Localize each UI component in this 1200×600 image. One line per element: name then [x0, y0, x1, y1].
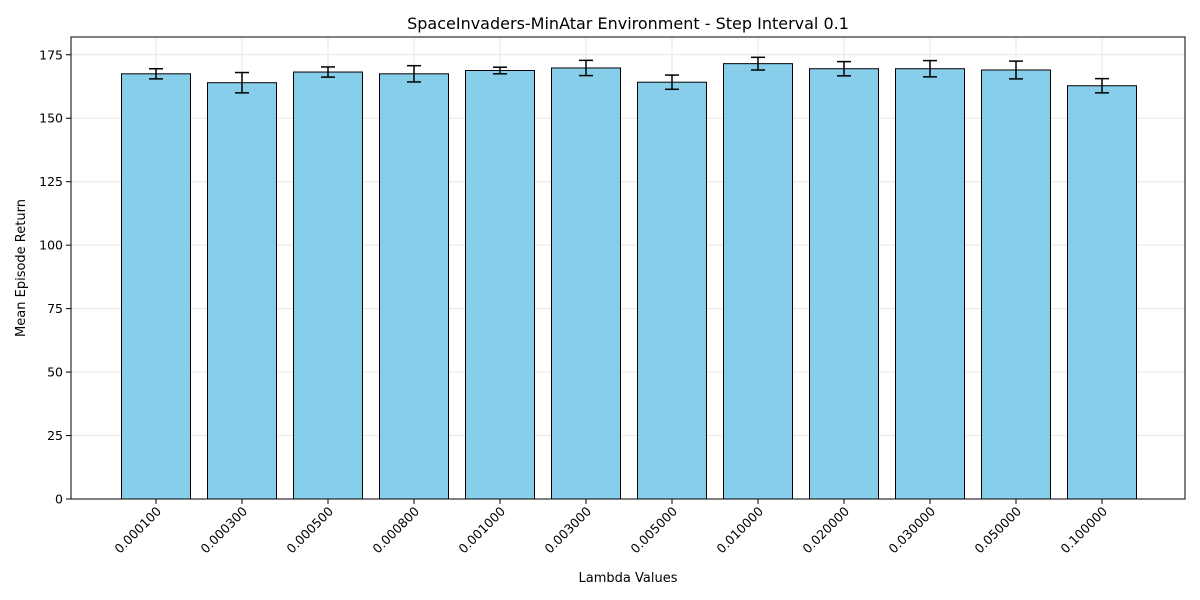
- y-tick-label: 150: [39, 111, 63, 126]
- y-axis-ticks: 0 25 50 75 100 125 150 175: [39, 47, 71, 507]
- bar: [1067, 85, 1137, 500]
- x-tick-label: 0.050000: [971, 503, 1024, 556]
- bar: [379, 73, 449, 500]
- chart-title: SpaceInvaders-MinAtar Environment - Step…: [407, 14, 849, 33]
- error-bars: [149, 56, 1109, 94]
- x-axis-ticks: 0.000100 0.000300 0.000500 0.000800 0.001000…: [111, 499, 1110, 556]
- bar: [895, 68, 965, 500]
- x-tick-label: 0.005000: [627, 503, 680, 556]
- y-tick-label: 175: [39, 47, 63, 62]
- x-tick-label: 0.030000: [885, 503, 938, 556]
- y-axis-label: Mean Episode Return: [14, 199, 29, 337]
- x-tick-label: 0.000100: [111, 503, 164, 556]
- y-tick-label: 0: [55, 492, 63, 507]
- bar: [293, 71, 363, 500]
- bars: [121, 63, 1137, 500]
- y-tick-label: 125: [39, 174, 63, 189]
- bar: [551, 67, 621, 500]
- x-tick-label: 0.020000: [799, 503, 852, 556]
- x-tick-label: 0.000500: [283, 503, 336, 556]
- x-tick-label: 0.010000: [713, 503, 766, 556]
- plot-frame: [70, 36, 1186, 500]
- x-tick-label: 0.100000: [1057, 503, 1110, 556]
- bar: [809, 68, 879, 500]
- bar: [207, 82, 277, 500]
- bar: [981, 69, 1051, 500]
- y-tick-label: 75: [47, 301, 63, 316]
- x-tick-label: 0.001000: [455, 503, 508, 556]
- y-tick-label: 100: [39, 238, 63, 253]
- x-tick-label: 0.000800: [369, 503, 422, 556]
- x-axis-label: Lambda Values: [579, 571, 678, 586]
- bar: [637, 81, 707, 500]
- bar: [723, 63, 793, 500]
- y-tick-label: 50: [47, 365, 63, 380]
- bar: [121, 73, 191, 500]
- bar: [465, 70, 535, 500]
- x-tick-label: 0.003000: [541, 503, 594, 556]
- y-tick-label: 25: [47, 428, 63, 443]
- x-tick-label: 0.000300: [197, 503, 250, 556]
